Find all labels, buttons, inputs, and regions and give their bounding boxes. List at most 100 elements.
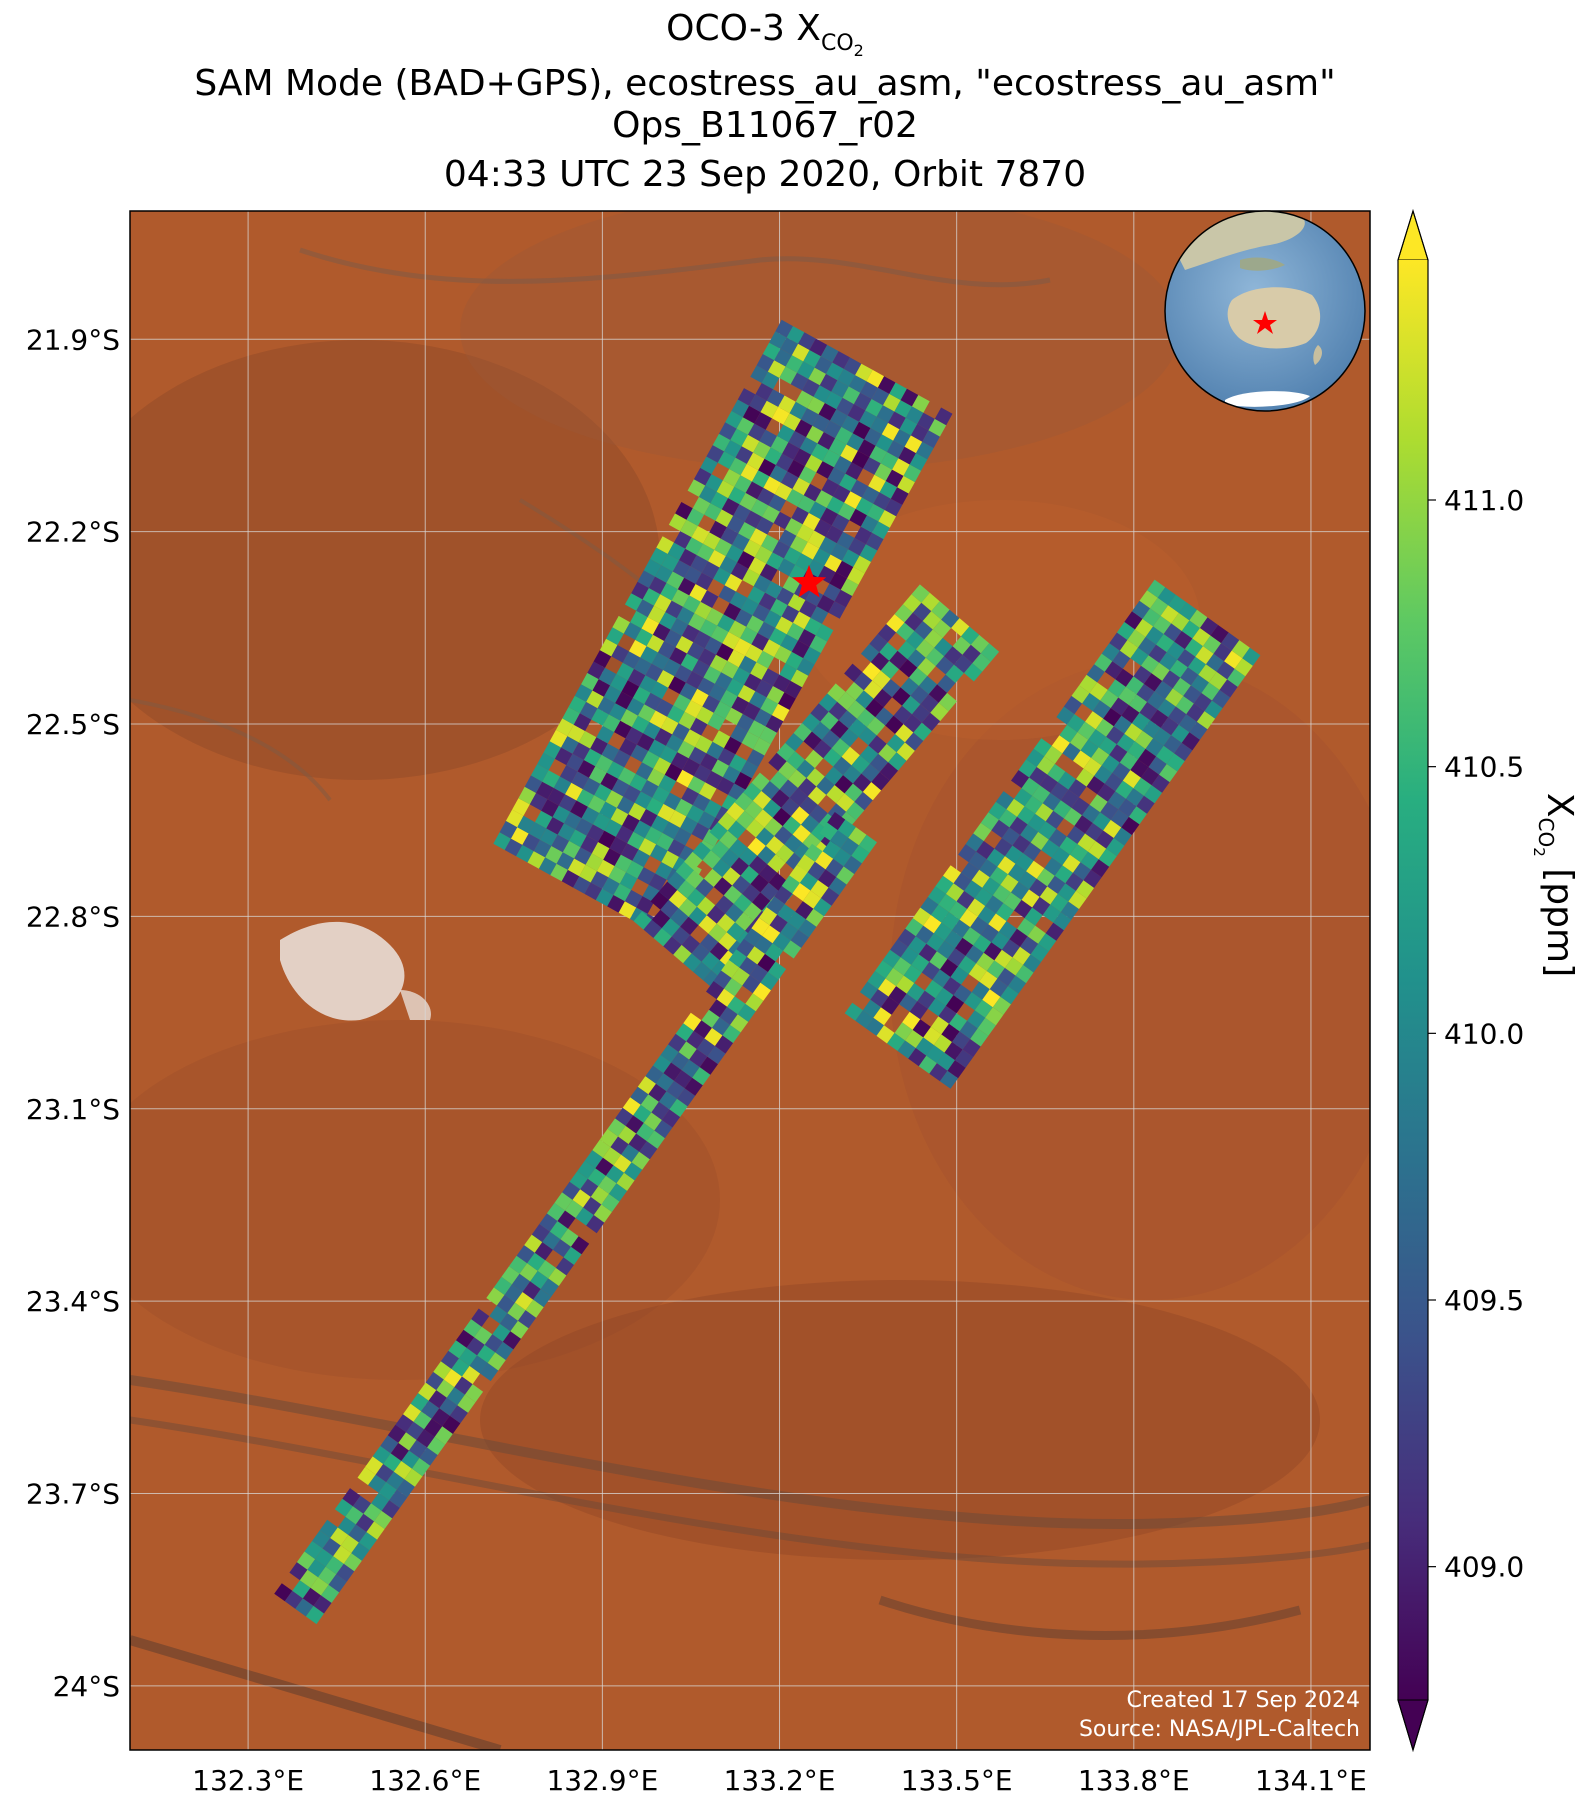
sounding-cell [841, 415, 860, 434]
sounding-cell [913, 722, 932, 741]
sounding-cell [695, 572, 714, 591]
sounding-cell [791, 506, 809, 525]
sounding-cell [633, 1104, 652, 1123]
sounding-cell [968, 963, 987, 982]
sounding-cell [836, 866, 855, 885]
sounding-cell [846, 433, 865, 451]
sounding-cell [758, 864, 778, 883]
sounding-cell [1050, 893, 1069, 912]
sounding-cell [912, 1019, 931, 1038]
sounding-cell [383, 1453, 402, 1472]
sounding-cell [1147, 691, 1166, 710]
sounding-cell [1156, 634, 1175, 653]
sounding-cell [815, 851, 834, 870]
sounding-cell [1166, 753, 1185, 772]
sounding-cell [905, 1029, 924, 1048]
sounding-cell [1219, 679, 1238, 698]
sounding-cell [806, 768, 825, 787]
sounding-cell [766, 686, 785, 704]
sounding-cell [643, 721, 661, 740]
sounding-cell [1125, 676, 1144, 695]
sounding-cell [940, 958, 959, 977]
sounding-cell [713, 567, 731, 586]
sounding-cell [780, 337, 799, 356]
sounding-cell [538, 857, 557, 876]
sounding-cell [653, 757, 672, 775]
sounding-cell [1044, 745, 1063, 764]
sounding-cell [524, 1234, 543, 1253]
sounding-cell [709, 822, 728, 841]
sounding-cell [572, 1189, 591, 1208]
sounding-cell [600, 772, 619, 791]
sounding-cell [1017, 806, 1036, 825]
sounding-cell [1009, 928, 1028, 947]
sounding-cell [477, 1344, 496, 1363]
sounding-cell [625, 1115, 644, 1134]
sounding-cell [596, 725, 615, 744]
sounding-cell [854, 526, 873, 545]
sounding-cell [762, 639, 781, 657]
sounding-cell [493, 832, 511, 850]
sounding-cell [786, 751, 805, 770]
sounding-cell [1027, 813, 1046, 832]
sounding-cell [830, 409, 848, 427]
sounding-cell [689, 717, 708, 736]
sounding-cell [711, 759, 730, 778]
sounding-cell [764, 447, 783, 465]
sounding-cell [762, 505, 780, 524]
sounding-cell [585, 853, 604, 872]
sounding-cell [944, 646, 963, 665]
sounding-cell [1127, 629, 1146, 648]
sounding-cell [878, 510, 897, 528]
sounding-cell [757, 621, 776, 640]
sounding-cell [855, 1010, 874, 1029]
sounding-cell [930, 702, 949, 722]
sounding-cell [965, 833, 984, 852]
sounding-cell [1050, 782, 1069, 801]
sounding-cell [807, 786, 827, 805]
sounding-cell [734, 772, 752, 790]
sounding-cell [1080, 851, 1099, 870]
sounding-cell [704, 637, 723, 655]
sounding-cell [1201, 682, 1220, 701]
sounding-cell [701, 1009, 720, 1028]
sounding-cell [970, 916, 989, 935]
sounding-cell [935, 656, 954, 675]
sounding-cell [598, 1175, 617, 1194]
sounding-cell [619, 872, 638, 890]
sounding-cell [828, 438, 847, 456]
sounding-cell [820, 711, 839, 730]
sounding-cell [614, 720, 632, 739]
sounding-cell [1015, 964, 1034, 984]
sounding-cell [762, 925, 781, 944]
sounding-cell [834, 455, 852, 474]
target-star-icon [791, 564, 827, 598]
sounding-cell [692, 496, 711, 515]
sounding-cell [624, 593, 643, 611]
sounding-cell [634, 657, 652, 676]
sounding-cell [687, 479, 706, 497]
sounding-cell [719, 556, 738, 574]
sounding-cell [900, 946, 919, 965]
sounding-cell [456, 1329, 475, 1348]
sounding-cell [409, 1439, 428, 1458]
sounding-cell [759, 563, 778, 582]
sounding-cell [733, 893, 752, 913]
sounding-cell [605, 790, 624, 808]
sounding-cell [938, 1005, 957, 1024]
sounding-cell [518, 786, 537, 805]
sounding-cell [971, 981, 990, 1000]
sounding-cell [692, 793, 711, 812]
sounding-cell [771, 789, 790, 808]
sounding-cell [909, 453, 928, 471]
sounding-cell [760, 972, 779, 991]
sounding-cell [1098, 848, 1117, 867]
sounding-cell [715, 509, 734, 528]
sounding-cell [912, 704, 931, 723]
sounding-cell [474, 1326, 493, 1345]
sounding-cell [896, 975, 915, 994]
sounding-cell [789, 787, 808, 807]
sounding-cell [904, 612, 923, 631]
sounding-cell [737, 1003, 756, 1022]
sounding-cell [680, 519, 698, 538]
